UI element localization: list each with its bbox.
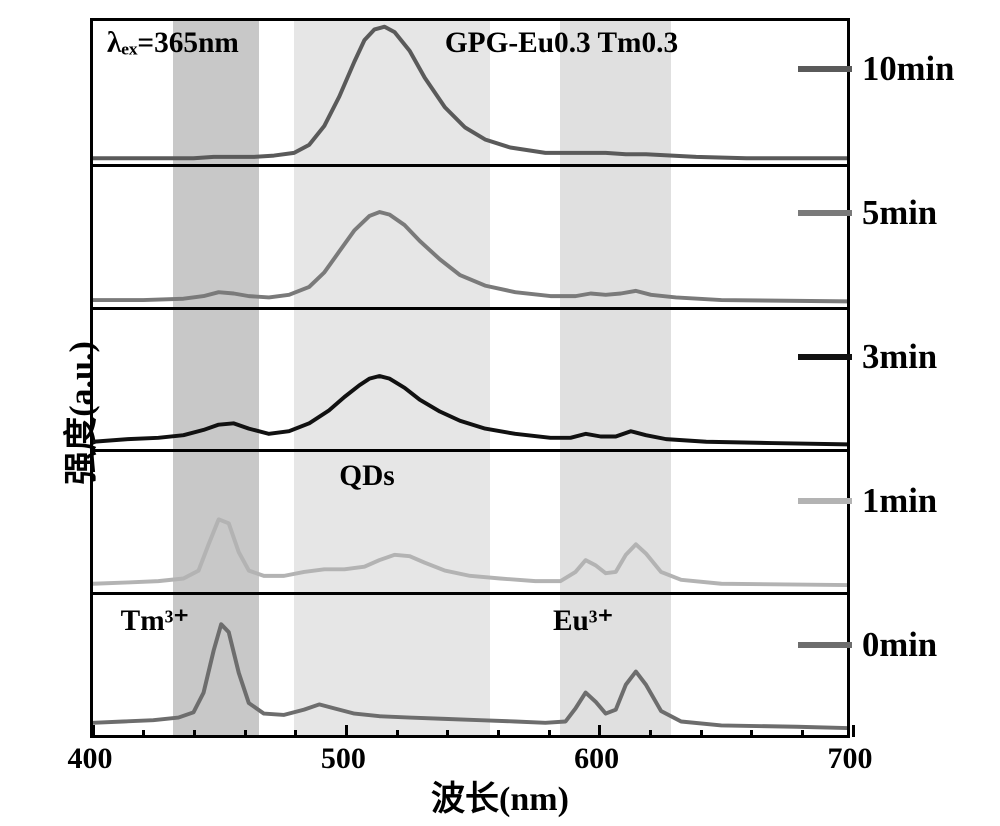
legend-text-0min: 0min <box>862 626 937 665</box>
eu-ion-label: Eu³⁺ <box>553 603 613 638</box>
legend-1min: 1min <box>798 482 937 521</box>
lambda-ex-label: λₑₓ=365nm <box>107 27 239 60</box>
panel-3min <box>93 307 847 450</box>
panel-0min: Tm³⁺ Eu³⁺ <box>93 592 847 735</box>
legend-text-10min: 10min <box>862 50 954 89</box>
legend-swatch-10min <box>798 66 852 72</box>
series-labels-column: 10min 5min 3min 1min 0min <box>856 18 996 738</box>
minor-xtick-660 <box>750 730 753 737</box>
major-xtick-500 <box>345 725 348 737</box>
legend-0min: 0min <box>798 626 937 665</box>
plot-area: λₑₓ=365nm GPG-Eu0.3 Tm0.3 QDs Tm³⁺ Eu³⁺ <box>90 18 850 738</box>
legend-swatch-1min <box>798 498 852 504</box>
spectra-figure: 强度(a.u.) λₑₓ=365nmGPG-Eu0.3 Tm0.3QDsTm³⁺… <box>0 0 1000 826</box>
minor-xtick-480 <box>294 730 297 737</box>
legend-text-3min: 3min <box>862 338 937 377</box>
x-tick-500: 500 <box>321 742 366 776</box>
major-xtick-400 <box>92 725 95 737</box>
legend-swatch-3min <box>798 354 852 360</box>
legend-5min: 5min <box>798 194 937 233</box>
legend-10min: 10min <box>798 50 954 89</box>
legend-swatch-5min <box>798 210 852 216</box>
major-xtick-600 <box>598 725 601 737</box>
series-0min <box>93 595 847 735</box>
panel-1min: QDs <box>93 449 847 592</box>
minor-xtick-640 <box>700 730 703 737</box>
major-xtick-700 <box>852 725 855 737</box>
minor-xtick-540 <box>446 730 449 737</box>
x-tick-600: 600 <box>574 742 619 776</box>
x-tick-700: 700 <box>828 742 873 776</box>
minor-xtick-460 <box>244 730 247 737</box>
panel-10min: λₑₓ=365nm GPG-Eu0.3 Tm0.3 <box>93 21 847 164</box>
legend-text-1min: 1min <box>862 482 937 521</box>
panel-5min <box>93 164 847 307</box>
x-axis-label: 波长(nm) <box>431 771 569 820</box>
legend-3min: 3min <box>798 338 937 377</box>
minor-xtick-620 <box>649 730 652 737</box>
x-tick-400: 400 <box>68 742 113 776</box>
minor-xtick-580 <box>548 730 551 737</box>
minor-xtick-680 <box>801 730 804 737</box>
minor-xtick-560 <box>497 730 500 737</box>
series-5min <box>93 167 847 307</box>
series-1min <box>93 452 847 592</box>
minor-xtick-520 <box>396 730 399 737</box>
qds-label: QDs <box>339 460 394 493</box>
tm-ion-label: Tm³⁺ <box>121 603 189 638</box>
minor-xtick-440 <box>193 730 196 737</box>
minor-xtick-420 <box>142 730 145 737</box>
series-3min <box>93 310 847 450</box>
legend-swatch-0min <box>798 642 852 648</box>
legend-text-5min: 5min <box>862 194 937 233</box>
sample-label: GPG-Eu0.3 Tm0.3 <box>445 27 678 60</box>
